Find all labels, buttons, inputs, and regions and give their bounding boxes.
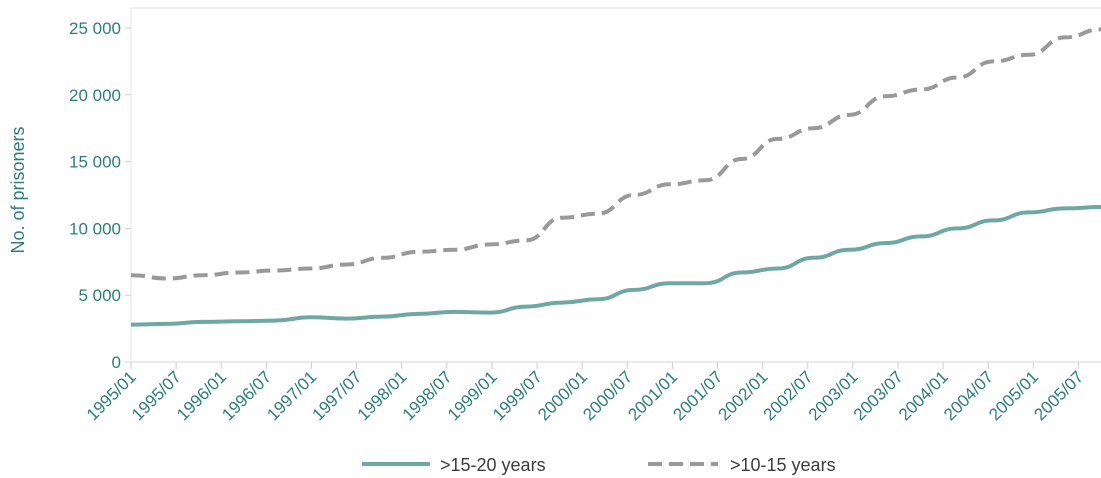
y-tick-label: 5 000 [78, 286, 121, 305]
x-tick-label: 2003/07 [850, 367, 907, 424]
y-axis-ticks: 0 5 000 10 000 15 000 20 000 25 000 [69, 19, 131, 372]
y-tick-label: 20 000 [69, 86, 121, 105]
series-layer [130, 27, 1101, 327]
x-tick-label: 2002/07 [760, 367, 817, 424]
x-tick-label: 2001/01 [624, 367, 681, 424]
y-tick-label: 10 000 [69, 219, 121, 238]
series-line-0 [130, 205, 1101, 327]
legend-label-series-1: >10-15 years [730, 455, 836, 475]
series-line-1 [130, 27, 1101, 281]
y-tick-label: 25 000 [69, 19, 121, 38]
x-tick-label: 2000/07 [579, 367, 636, 424]
x-tick-label: 2004/07 [940, 367, 997, 424]
y-axis-title: No. of prisoners [8, 126, 28, 253]
y-tick-label: 0 [112, 353, 121, 372]
x-tick-label: 1995/01 [83, 367, 140, 424]
x-tick-label: 2003/01 [805, 367, 862, 424]
x-tick-label: 1998/01 [354, 367, 411, 424]
x-tick-label: 2002/01 [715, 367, 772, 424]
x-tick-label: 2000/01 [534, 367, 591, 424]
x-tick-label: 2001/07 [669, 367, 726, 424]
x-tick-label: 2005/01 [985, 367, 1042, 424]
x-tick-label: 2005/07 [1030, 367, 1087, 424]
y-tick-label: 15 000 [69, 153, 121, 172]
x-tick-label: 1999/01 [444, 367, 501, 424]
x-tick-label: 1998/07 [399, 367, 456, 424]
x-tick-label: 1995/07 [128, 367, 185, 424]
x-tick-label: 1997/01 [263, 367, 320, 424]
x-axis-ticks: 1995/011995/071996/011996/071997/011997/… [83, 362, 1087, 424]
legend-label-series-0: >15-20 years [440, 455, 546, 475]
x-tick-label: 1996/07 [218, 367, 275, 424]
legend: >15-20 years >10-15 years [362, 455, 836, 475]
x-tick-label: 1997/07 [309, 367, 366, 424]
x-tick-label: 2004/01 [895, 367, 952, 424]
x-tick-label: 1996/01 [173, 367, 230, 424]
x-tick-label: 1999/07 [489, 367, 546, 424]
